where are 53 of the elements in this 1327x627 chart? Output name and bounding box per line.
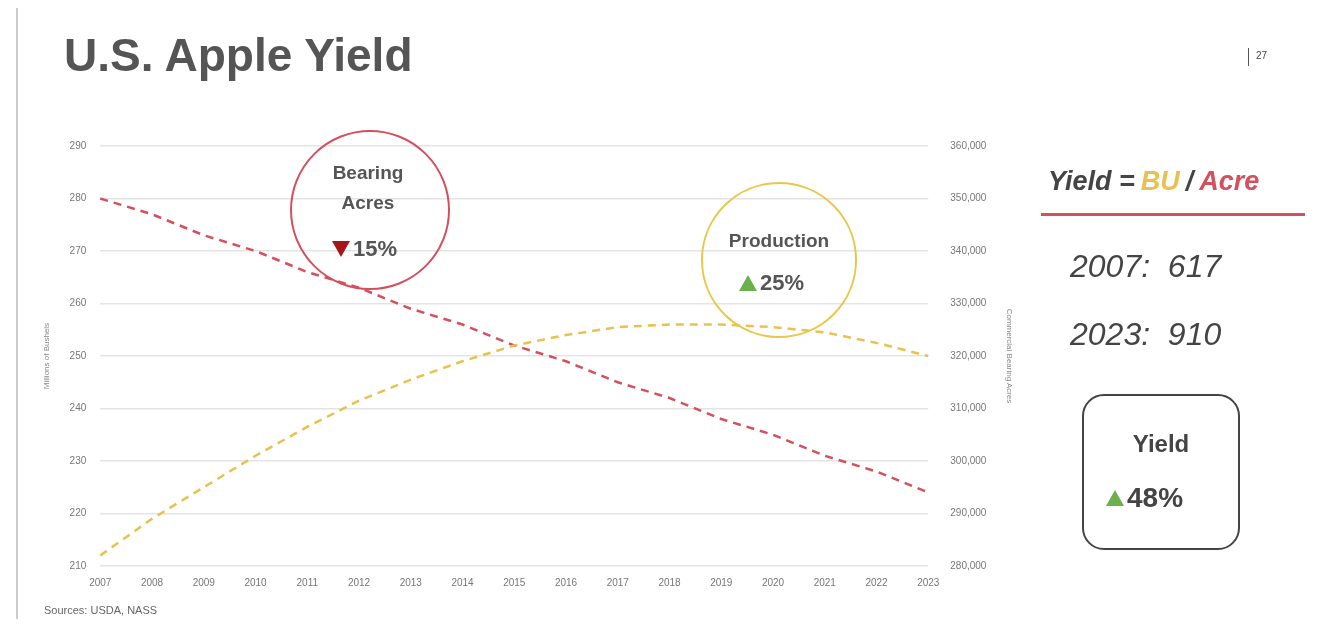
x-tick-label: 2009 — [192, 576, 216, 588]
annotation: 15% — [353, 236, 398, 262]
y2-tick-label: 330,000 — [950, 297, 987, 309]
x-tick-label: 2019 — [710, 576, 733, 588]
x-tick-label: 2007 — [89, 576, 112, 588]
x-tick-label: 2018 — [658, 576, 682, 588]
y2-tick-label: 350,000 — [950, 192, 987, 204]
text: Yield = — [1048, 166, 1135, 197]
x-tick-label: 2014 — [451, 576, 475, 588]
y2-tick-label: 300,000 — [950, 454, 987, 466]
text: BU — [1140, 166, 1180, 197]
line-series — [99, 323, 930, 557]
y2-tick-label: 310,000 — [950, 402, 987, 414]
y-tick-label: 270 — [69, 244, 87, 256]
y-tick-label: 240 — [69, 402, 87, 414]
chart-title: U.S. Apple Yield — [64, 28, 413, 82]
y-tick-label: 280 — [69, 192, 87, 204]
text: Acre — [1199, 166, 1260, 197]
x-tick-label: 2010 — [244, 576, 268, 588]
x-tick-label: 2022 — [865, 576, 889, 588]
x-tick-label: 2011 — [296, 576, 319, 588]
x-tick-label: 2008 — [140, 576, 164, 588]
text: 48% — [1127, 482, 1184, 514]
x-tick-label: 2015 — [503, 576, 526, 588]
annotation: Production — [727, 230, 831, 252]
text: 2023: 910 — [1070, 316, 1222, 353]
y-tick-label: 290 — [69, 139, 87, 151]
y2-axis-title: Commercial Bearing Acres — [1005, 308, 1014, 404]
y2-tick-label: 320,000 — [950, 349, 987, 361]
x-tick-label: 2012 — [347, 576, 371, 588]
y-tick-label: 230 — [69, 454, 87, 466]
text: 2007: 617 — [1070, 248, 1222, 285]
text: Yield — [1131, 430, 1191, 458]
y2-tick-label: 340,000 — [950, 244, 987, 256]
text: 27 — [1256, 50, 1268, 61]
y-axis-title: Millions of Bushels — [42, 322, 51, 390]
y-tick-label: 220 — [69, 507, 87, 519]
annotation: Bearing Acres — [331, 161, 405, 215]
y-tick-label: 250 — [69, 349, 87, 361]
y-tick-label: 260 — [69, 297, 87, 309]
annotation: 25% — [760, 270, 805, 296]
text: / — [1185, 166, 1194, 197]
x-tick-label: 2023 — [917, 576, 940, 588]
y2-tick-label: 290,000 — [950, 507, 987, 519]
x-tick-label: 2016 — [554, 576, 578, 588]
x-tick-label: 2020 — [761, 576, 785, 588]
y2-tick-label: 280,000 — [950, 559, 987, 571]
y2-tick-label: 360,000 — [950, 139, 987, 151]
x-tick-label: 2013 — [399, 576, 423, 588]
x-tick-label: 2021 — [813, 576, 837, 588]
y-tick-label: 210 — [69, 559, 87, 571]
x-tick-label: 2017 — [606, 576, 630, 588]
source-note: Sources: USDA, NASS — [44, 604, 158, 616]
